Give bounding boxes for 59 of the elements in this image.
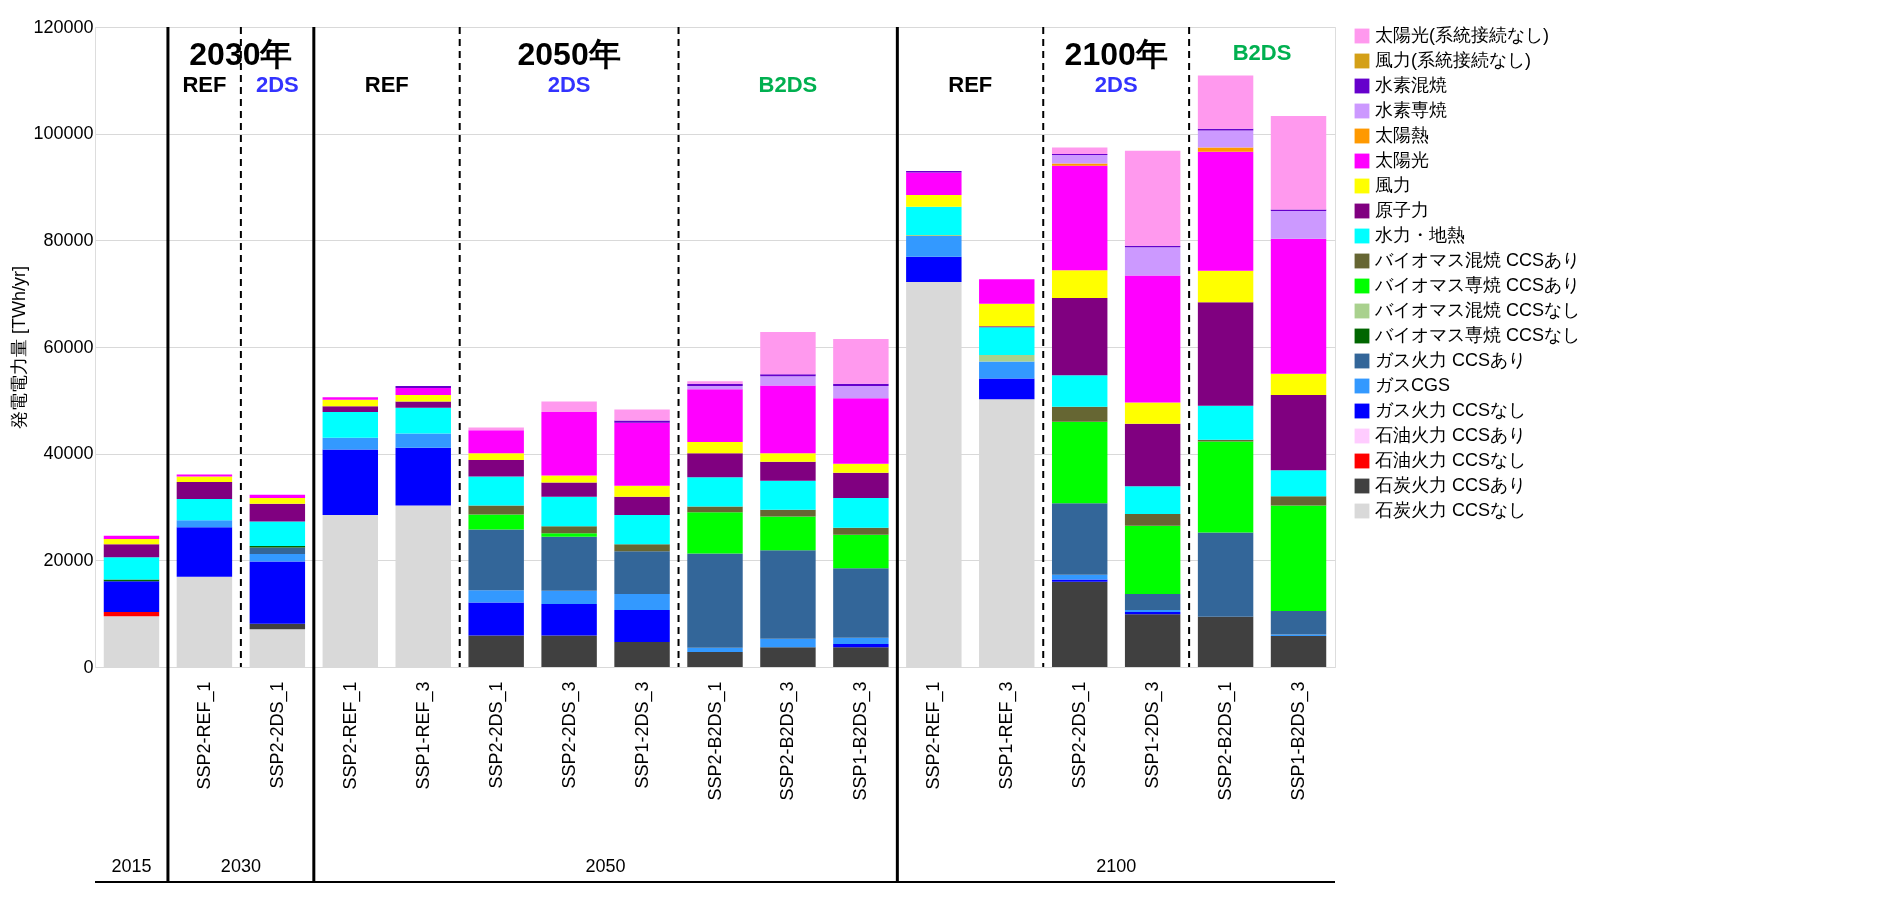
legend-label: 太陽熱 xyxy=(1375,125,1429,145)
legend-label: バイオマス混焼 CCSあり xyxy=(1374,250,1581,270)
legend-label: 石炭火力 CCSなし xyxy=(1375,500,1527,520)
annotation: 2100年 xyxy=(1064,36,1168,72)
legend-label: 石油火力 CCSあり xyxy=(1375,425,1527,445)
annotation: B2DS xyxy=(1232,40,1292,65)
x-tick-label: SSP2-B2DS_1 xyxy=(704,681,726,801)
legend-label: ガスCGS xyxy=(1375,375,1451,395)
text: 2100 xyxy=(1096,856,1137,876)
y-axis-title: 発電電力量 [TWh/yr] xyxy=(9,266,30,429)
legend-label: 石炭火力 CCSあり xyxy=(1375,475,1527,495)
x-tick-label: SSP1-B2DS_3 xyxy=(850,681,872,801)
annotation: 2050年 xyxy=(517,36,621,72)
x-tick-label: SSP2-B2DS_3 xyxy=(777,681,799,801)
legend-label: 太陽光 xyxy=(1375,150,1429,170)
annotation: REF xyxy=(182,72,227,97)
x-tick-label: SSP2-2DS_1 xyxy=(485,681,507,789)
x-tick-label: SSP2-2DS_1 xyxy=(1069,681,1091,789)
x-tick-label: SSP2-REF_1 xyxy=(923,681,945,790)
legend-label: バイオマス混焼 CCSなし xyxy=(1374,300,1581,320)
x-tick-label: SSP2-REF_1 xyxy=(339,681,361,790)
legend-label: バイオマス専焼 CCSなし xyxy=(1374,325,1581,345)
x-tick-label: SSP2-REF_1 xyxy=(193,681,215,790)
legend-label: 太陽光(系統接続なし) xyxy=(1375,25,1549,45)
legend-label: 風力(系統接続なし) xyxy=(1375,50,1531,70)
legend-label: 原子力 xyxy=(1375,200,1429,220)
x-tick-label: SSP1-REF_3 xyxy=(412,681,434,790)
legend-label: ガス火力 CCSなし xyxy=(1375,400,1527,420)
legend-label: 水素専焼 xyxy=(1375,100,1447,120)
annotation: 2030年 xyxy=(189,36,293,72)
y-tick-label: 20000 xyxy=(43,549,94,570)
text: 2030 xyxy=(220,856,261,876)
x-tick-label: SSP1-2DS_3 xyxy=(1142,681,1164,789)
legend-label: バイオマス専焼 CCSあり xyxy=(1374,275,1581,295)
y-tick-label: 80000 xyxy=(43,229,94,250)
legend-label: 水素混焼 xyxy=(1375,75,1447,95)
x-tick-label: SSP2-B2DS_1 xyxy=(1215,681,1237,801)
x-tick-label: SSP2-2DS_3 xyxy=(558,681,580,789)
legend-label: ガス火力 CCSあり xyxy=(1375,350,1527,370)
y-tick-label: 60000 xyxy=(43,336,94,357)
legend-label: 風力 xyxy=(1375,175,1411,195)
x-tick-label: SSP1-2DS_3 xyxy=(631,681,653,789)
text: 2015 xyxy=(111,856,152,876)
y-tick-label: 120000 xyxy=(33,16,94,37)
annotation: REF xyxy=(948,72,993,97)
y-tick-label: 40000 xyxy=(43,443,94,464)
y-tick-label: 100000 xyxy=(33,123,94,144)
annotation: 2DS xyxy=(1094,72,1138,97)
x-tick-label: SSP1-B2DS_3 xyxy=(1288,681,1310,801)
x-tick-label: SSP2-2DS_1 xyxy=(266,681,288,789)
y-tick-label: 0 xyxy=(83,656,94,677)
annotation: 2DS xyxy=(255,72,299,97)
annotation: REF xyxy=(364,72,409,97)
legend-label: 石油火力 CCSなし xyxy=(1375,450,1527,470)
annotation: 2DS xyxy=(547,72,591,97)
legend-label: 水力・地熱 xyxy=(1375,225,1465,245)
annotation: B2DS xyxy=(758,72,818,97)
x-tick-label: SSP1-REF_3 xyxy=(996,681,1018,790)
text: 2050 xyxy=(585,856,626,876)
